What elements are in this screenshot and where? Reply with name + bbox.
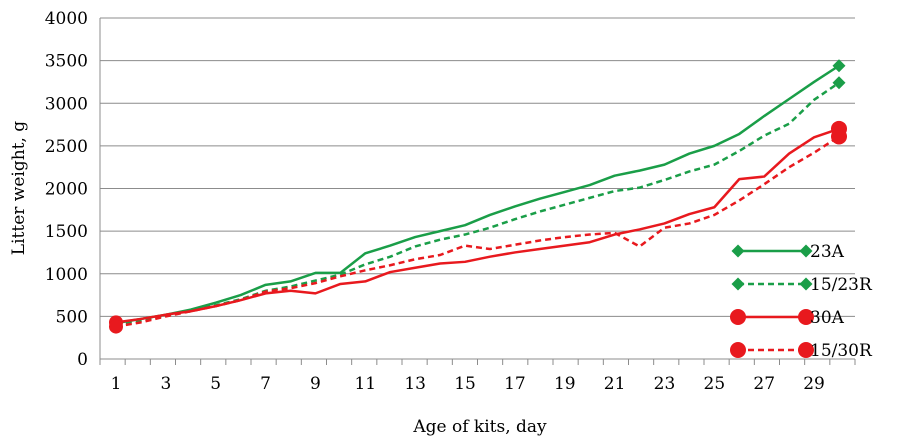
x-tick-label: 19 (554, 374, 576, 394)
y-tick-label: 2500 (45, 137, 88, 157)
x-tick-label: 7 (260, 374, 271, 394)
legend-marker (799, 277, 813, 291)
x-axis-title: Age of kits, day (412, 417, 547, 437)
series-lines (115, 64, 840, 328)
legend-label: 30A (810, 308, 845, 328)
y-tick-label: 500 (56, 307, 88, 327)
x-tick-label: 21 (604, 374, 626, 394)
x-tick-label: 29 (803, 374, 825, 394)
data-point-marker (109, 319, 123, 334)
legend-marker (731, 277, 745, 291)
y-tick-label: 4000 (45, 9, 88, 29)
series-end-markers (109, 59, 847, 334)
legend-label: 15/23R (810, 275, 873, 295)
series-line (115, 135, 840, 328)
legend: 23A 15/23R 30A 15/30R (730, 242, 873, 361)
y-tick-label: 1000 (45, 265, 88, 285)
series-line (115, 64, 840, 325)
legend-marker (798, 309, 814, 325)
x-tick-label: 9 (310, 374, 321, 394)
gridlines (100, 17, 855, 317)
series-line (115, 127, 840, 324)
series-line (115, 81, 840, 327)
x-tick-label: 25 (704, 374, 726, 394)
x-tick-label: 15 (454, 374, 476, 394)
x-tick-label: 1 (111, 374, 122, 394)
x-tick-label: 27 (753, 374, 775, 394)
y-tick-label: 3500 (45, 52, 88, 72)
legend-label: 23A (810, 242, 845, 262)
data-point-marker (832, 59, 846, 73)
y-tick-label: 0 (77, 350, 88, 370)
x-tick-label: 23 (654, 374, 676, 394)
legend-label: 15/30R (810, 341, 873, 361)
y-axis-title: Litter weight, g (9, 121, 29, 255)
x-tick-label: 3 (160, 374, 171, 394)
legend-marker (731, 244, 745, 258)
data-point-marker (832, 76, 846, 90)
axes (99, 18, 855, 360)
legend-marker (730, 309, 746, 325)
legend-marker (799, 244, 813, 258)
y-tick-label: 1500 (45, 222, 88, 242)
data-point-marker (831, 128, 847, 145)
legend-marker (730, 342, 746, 358)
x-axis-ticks: 1 3 5 7 9 11 13 15 17 19 21 23 25 27 29 (99, 359, 856, 394)
x-tick-label: 13 (404, 374, 426, 394)
x-tick-label: 11 (354, 374, 376, 394)
y-axis-ticks: 0 500 1000 1500 2000 2500 3000 3500 4000 (45, 9, 88, 370)
y-tick-label: 3000 (45, 94, 88, 114)
y-tick-label: 2000 (45, 180, 88, 200)
legend-marker (798, 342, 814, 358)
x-tick-label: 17 (504, 374, 526, 394)
x-tick-label: 5 (210, 374, 221, 394)
